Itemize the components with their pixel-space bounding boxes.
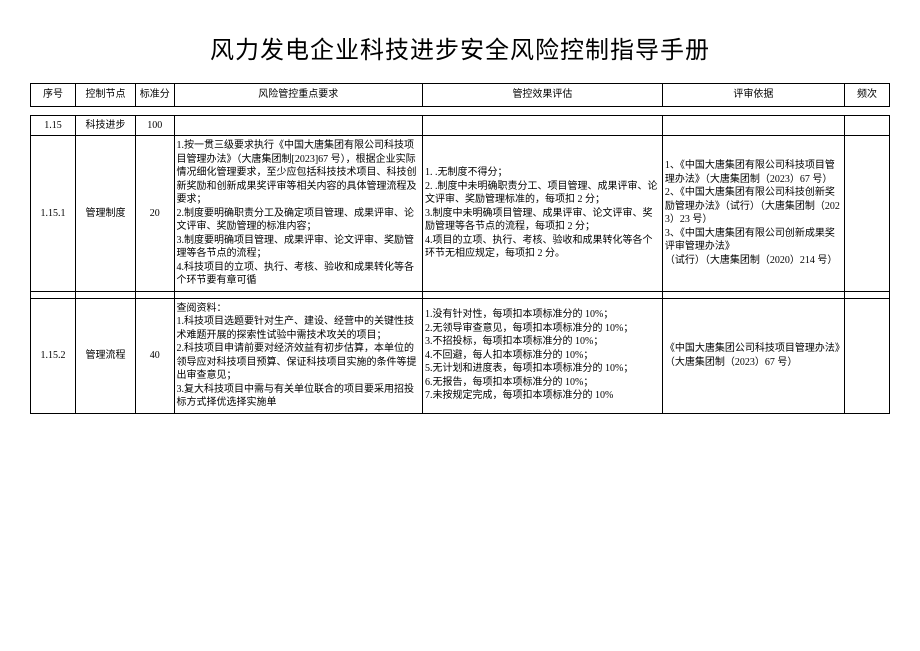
- table-row: 1.15.2 管理流程 40 查阅资料：1.科技项目选题要针对生产、建设、经营中…: [31, 298, 890, 413]
- col-score: 标准分: [135, 84, 174, 107]
- col-node: 控制节点: [75, 84, 135, 107]
- cell-req: 查阅资料：1.科技项目选题要针对生产、建设、经营中的关键性技术难题开展的探索性试…: [174, 298, 422, 413]
- col-freq: 频次: [844, 84, 889, 107]
- cell-basis: 1、《中国大唐集团有限公司科技项目管理办法》（大唐集团制（2023）67 号）2…: [662, 136, 844, 292]
- cell-score: 20: [135, 136, 174, 292]
- col-req: 风险管控重点要求: [174, 84, 422, 107]
- cell-node: 管理流程: [75, 298, 135, 413]
- cell-score: 100: [135, 115, 174, 136]
- header-table: 序号 控制节点 标准分 风险管控重点要求 管控效果评估 评审依据 频次: [30, 83, 890, 107]
- cell-num: 1.15.2: [31, 298, 76, 413]
- cell-basis: [662, 115, 844, 136]
- cell-basis: 《中国大唐集团公司科技项目管理办法》（大唐集团制（2023）67 号）: [662, 298, 844, 413]
- cell-eval: [422, 115, 662, 136]
- cell-score: 40: [135, 298, 174, 413]
- col-num: 序号: [31, 84, 76, 107]
- cell-node: 科技进步: [75, 115, 135, 136]
- cell-req: 1.按一贯三级要求执行《中国大唐集团有限公司科技项目管理办法》（大唐集团制[20…: [174, 136, 422, 292]
- cell-num: 1.15: [31, 115, 76, 136]
- cell-eval: 1. .无制度不得分；2. .制度中未明确职责分工、项目管理、成果评审、论文评审…: [422, 136, 662, 292]
- cell-freq: [844, 298, 889, 413]
- cell-freq: [844, 136, 889, 292]
- cell-freq: [844, 115, 889, 136]
- table-header-row: 序号 控制节点 标准分 风险管控重点要求 管控效果评估 评审依据 频次: [31, 84, 890, 107]
- cell-req: [174, 115, 422, 136]
- col-basis: 评审依据: [662, 84, 844, 107]
- page-title: 风力发电企业科技进步安全风险控制指导手册: [30, 30, 890, 65]
- col-eval: 管控效果评估: [422, 84, 662, 107]
- table-row: 1.15 科技进步 100: [31, 115, 890, 136]
- table-row-spacer: [31, 291, 890, 298]
- cell-num: 1.15.1: [31, 136, 76, 292]
- body-table: 1.15 科技进步 100 1.15.1 管理制度 20 1.按一贯三级要求执行…: [30, 115, 890, 414]
- cell-node: 管理制度: [75, 136, 135, 292]
- table-row: 1.15.1 管理制度 20 1.按一贯三级要求执行《中国大唐集团有限公司科技项…: [31, 136, 890, 292]
- cell-eval: 1.没有针对性，每项扣本项标准分的 10%；2.无领导审查意见，每项扣本项标准分…: [422, 298, 662, 413]
